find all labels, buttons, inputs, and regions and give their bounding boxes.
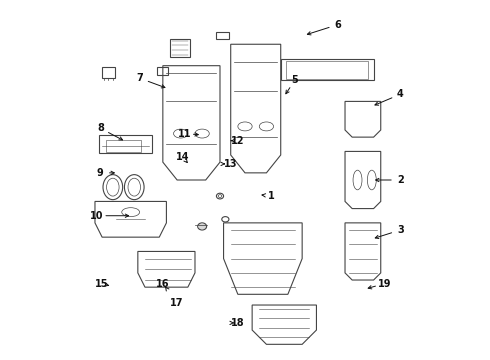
Text: 9: 9 xyxy=(97,168,104,178)
Text: 3: 3 xyxy=(397,225,404,235)
Bar xyxy=(157,67,168,75)
Bar xyxy=(102,67,115,78)
Text: 19: 19 xyxy=(378,279,391,289)
Text: 13: 13 xyxy=(224,159,238,169)
Text: 7: 7 xyxy=(136,73,143,83)
Text: 17: 17 xyxy=(171,298,184,308)
Text: 18: 18 xyxy=(231,318,245,328)
Text: 11: 11 xyxy=(177,129,191,139)
Text: 1: 1 xyxy=(269,191,275,201)
Text: 8: 8 xyxy=(97,123,104,133)
Bar xyxy=(217,32,229,39)
Text: 4: 4 xyxy=(397,89,404,99)
Text: 10: 10 xyxy=(90,211,103,221)
Text: 12: 12 xyxy=(231,136,245,146)
Bar xyxy=(286,62,368,78)
Bar xyxy=(106,140,142,152)
Text: 6: 6 xyxy=(335,19,341,30)
Text: 16: 16 xyxy=(156,279,170,289)
Text: 14: 14 xyxy=(176,152,189,162)
Text: 2: 2 xyxy=(397,175,404,185)
Text: 15: 15 xyxy=(96,279,109,289)
Text: 5: 5 xyxy=(292,75,298,85)
